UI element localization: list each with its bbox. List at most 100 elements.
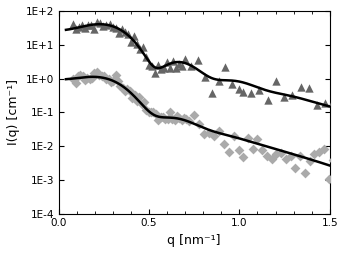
Point <box>278 151 284 155</box>
Point <box>316 150 322 154</box>
Point <box>95 20 100 24</box>
Point <box>131 34 137 38</box>
Point <box>101 24 106 28</box>
Point <box>321 147 327 151</box>
Point <box>216 78 221 83</box>
Point <box>110 79 116 83</box>
Point <box>141 100 147 104</box>
Point <box>75 74 81 78</box>
Point <box>143 55 149 59</box>
Point <box>164 60 170 64</box>
Point <box>167 66 173 70</box>
X-axis label: q [nm⁻¹]: q [nm⁻¹] <box>167 234 221 247</box>
Point <box>82 26 88 30</box>
Point <box>179 64 185 68</box>
Point <box>240 155 246 159</box>
Point <box>70 22 76 26</box>
Point <box>128 40 134 44</box>
Point <box>202 75 207 79</box>
Point <box>230 82 235 86</box>
Point <box>134 99 140 103</box>
Point <box>264 154 269 158</box>
Point <box>151 109 156 114</box>
Point <box>107 22 112 26</box>
Point <box>259 148 265 152</box>
Point <box>108 80 114 84</box>
Point <box>149 64 155 68</box>
Point <box>137 47 142 51</box>
Point <box>92 71 97 75</box>
Y-axis label: I(q) [cm⁻¹]: I(q) [cm⁻¹] <box>7 79 20 145</box>
Point <box>221 142 227 146</box>
Point <box>250 147 255 151</box>
Point <box>152 71 158 75</box>
Point <box>89 23 94 27</box>
Point <box>92 27 97 31</box>
Point <box>255 137 260 141</box>
Point <box>96 73 102 77</box>
Point <box>134 42 139 46</box>
Point <box>177 116 182 120</box>
Point <box>158 115 163 119</box>
Point <box>113 73 118 77</box>
Point <box>217 129 222 133</box>
Point <box>155 118 161 122</box>
Point <box>160 115 166 119</box>
Point <box>170 59 176 63</box>
Point <box>298 85 303 89</box>
Point <box>181 116 187 120</box>
Point <box>169 117 175 121</box>
Point <box>162 117 168 121</box>
Point <box>144 108 149 112</box>
Point <box>110 25 115 29</box>
Point <box>82 78 88 82</box>
Point <box>113 26 118 30</box>
Point <box>174 66 179 70</box>
Point <box>288 154 293 158</box>
Point <box>129 97 135 101</box>
Point <box>201 132 207 136</box>
Point <box>86 23 91 27</box>
Point <box>197 121 202 125</box>
Point <box>146 63 152 67</box>
Point <box>331 158 336 162</box>
Point <box>146 110 151 114</box>
Point <box>94 70 100 74</box>
Point <box>245 136 250 140</box>
Point <box>158 67 164 71</box>
Point <box>87 76 92 81</box>
Point <box>297 154 303 158</box>
Point <box>269 157 274 161</box>
Point <box>155 63 161 67</box>
Point <box>161 66 167 70</box>
Point <box>148 110 154 114</box>
Point <box>116 30 121 35</box>
Point <box>186 119 191 123</box>
Point <box>207 131 212 135</box>
Point <box>122 89 128 93</box>
Point <box>302 171 308 176</box>
Point <box>73 81 78 85</box>
Point <box>132 93 137 97</box>
Point <box>139 102 145 106</box>
Point <box>179 118 185 122</box>
Point <box>274 152 279 156</box>
Point <box>80 74 86 78</box>
Point <box>115 79 121 83</box>
Point <box>122 30 127 34</box>
Point <box>89 76 95 80</box>
Point <box>85 75 90 80</box>
Point <box>137 95 142 99</box>
Point <box>283 157 288 161</box>
Point <box>188 64 194 68</box>
Point <box>174 115 180 119</box>
Point <box>248 91 254 96</box>
Point <box>331 100 336 104</box>
Point <box>104 76 109 81</box>
Point <box>101 74 107 78</box>
Point <box>289 93 295 98</box>
Point <box>165 117 170 121</box>
Point <box>306 86 312 90</box>
Point <box>191 113 197 117</box>
Point <box>312 152 317 156</box>
